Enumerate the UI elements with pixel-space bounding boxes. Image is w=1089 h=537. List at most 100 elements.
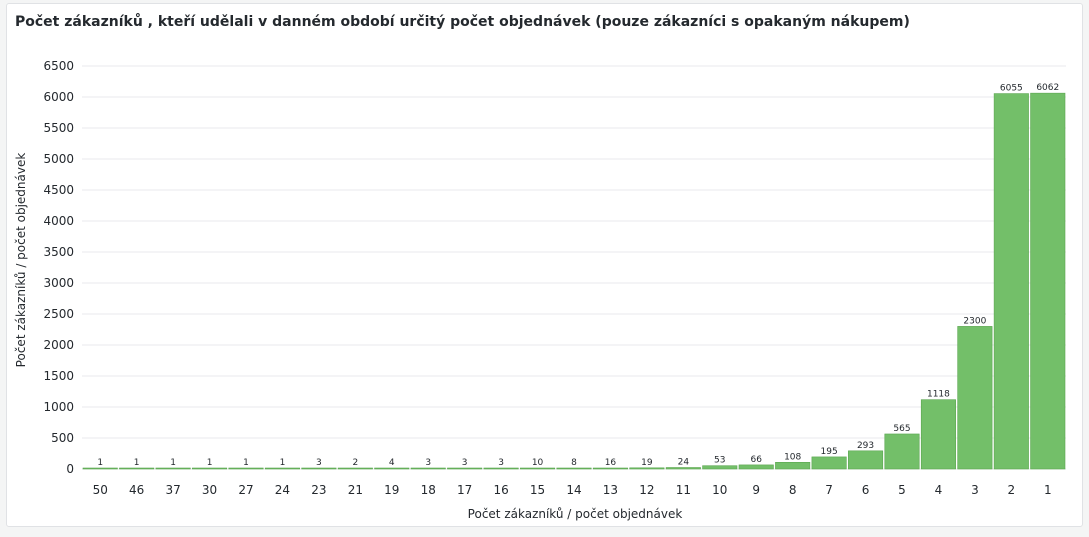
bar[interactable]: [337, 467, 373, 470]
bar-value-label: 4: [389, 458, 395, 468]
y-tick-label: 3000: [43, 276, 74, 290]
bar[interactable]: [192, 467, 228, 470]
x-tick-label: 19: [384, 483, 399, 497]
x-tick-label: 50: [93, 483, 108, 497]
x-tick-label: 8: [789, 483, 797, 497]
x-tick-label: 3: [971, 483, 979, 497]
x-axis-ticks: 50 46 37 30 27 24 23 21 19 18 17 16 15 14 13 12 11 10 9 8 7 6…: [93, 483, 1052, 497]
bar[interactable]: [811, 456, 847, 470]
bar[interactable]: [629, 467, 665, 470]
bar-value-label: 1: [97, 458, 103, 468]
bar[interactable]: [993, 93, 1029, 470]
bar[interactable]: [447, 467, 483, 470]
y-tick-label: 4500: [43, 183, 74, 197]
bar[interactable]: [301, 467, 337, 470]
y-tick-label: 500: [51, 431, 74, 445]
x-tick-label: 13: [603, 483, 618, 497]
bar[interactable]: [665, 467, 701, 470]
bar[interactable]: [957, 326, 993, 470]
x-tick-label: 15: [530, 483, 545, 497]
bar-value-label: 53: [714, 456, 725, 466]
y-tick-label: 1500: [43, 369, 74, 383]
bar[interactable]: [155, 467, 191, 470]
bar-value-label: 1: [134, 458, 140, 468]
bar[interactable]: [738, 464, 774, 470]
bar-value-label: 10: [532, 458, 544, 468]
bar[interactable]: [1030, 92, 1066, 470]
y-axis-ticks: 0 500 1000 1500 2000 2500 3000 3500 4000 4500 5000…: [43, 59, 74, 476]
bar[interactable]: [82, 467, 118, 470]
bar-value-label: 1118: [927, 390, 950, 400]
x-tick-label: 11: [676, 483, 691, 497]
y-tick-label: 3500: [43, 245, 74, 259]
x-tick-label: 18: [421, 483, 436, 497]
x-tick-label: 21: [348, 483, 363, 497]
y-tick-label: 4000: [43, 214, 74, 228]
x-tick-label: 37: [165, 483, 180, 497]
data-labels: 1 1 1 1 1 1 3 2 4 3 3 3 10 8 16 19 24 53 66 108195293565111…: [97, 83, 1059, 468]
x-tick-label: 23: [311, 483, 326, 497]
bar[interactable]: [920, 399, 956, 470]
x-tick-label: 7: [825, 483, 833, 497]
y-tick-label: 2000: [43, 338, 74, 352]
bar-value-label: 1: [280, 458, 286, 468]
bar[interactable]: [119, 467, 155, 470]
x-tick-label: 1: [1044, 483, 1052, 497]
bar-value-label: 1: [243, 458, 249, 468]
y-axis-label: Počet zákazníků / počet objednávek: [14, 153, 28, 368]
bar-value-label: 108: [784, 452, 801, 462]
bars[interactable]: [82, 92, 1066, 470]
x-tick-label: 27: [238, 483, 253, 497]
x-tick-label: 12: [639, 483, 654, 497]
bar-value-label: 1: [207, 458, 213, 468]
x-tick-label: 10: [712, 483, 727, 497]
y-tick-label: 6500: [43, 59, 74, 73]
bar[interactable]: [848, 450, 884, 470]
x-tick-label: 6: [862, 483, 870, 497]
bar-value-label: 3: [425, 458, 431, 468]
bar[interactable]: [264, 467, 300, 470]
bar[interactable]: [775, 462, 811, 470]
bar[interactable]: [228, 467, 264, 470]
chart-panel: Počet zákazníků , kteří udělali v danném…: [6, 3, 1083, 527]
bar[interactable]: [374, 467, 410, 470]
bar-value-label: 6055: [1000, 84, 1023, 94]
bar-value-label: 1: [170, 458, 176, 468]
bar[interactable]: [410, 467, 446, 470]
bar[interactable]: [884, 433, 920, 470]
bar-value-label: 195: [821, 447, 838, 457]
x-axis-label: Počet zákazníků / počet objednávek: [468, 507, 683, 521]
x-tick-label: 5: [898, 483, 906, 497]
bar-value-label: 565: [893, 424, 910, 434]
bar-value-label: 293: [857, 441, 874, 451]
x-tick-label: 46: [129, 483, 144, 497]
x-tick-label: 4: [935, 483, 943, 497]
bar-value-label: 3: [316, 458, 322, 468]
x-tick-label: 30: [202, 483, 217, 497]
bar-value-label: 19: [641, 458, 653, 468]
panel-title: Počet zákazníků , kteří udělali v danném…: [15, 14, 910, 30]
bar-value-label: 66: [750, 455, 762, 465]
bar[interactable]: [702, 465, 738, 470]
y-tick-label: 2500: [43, 307, 74, 321]
y-tick-label: 1000: [43, 400, 74, 414]
bar-value-label: 2: [352, 458, 358, 468]
bar-value-label: 16: [605, 458, 617, 468]
bar[interactable]: [520, 467, 556, 470]
bar-value-label: 8: [571, 458, 577, 468]
x-tick-label: 17: [457, 483, 472, 497]
bar-value-label: 6062: [1036, 83, 1059, 93]
x-tick-label: 9: [752, 483, 760, 497]
bar[interactable]: [592, 467, 628, 470]
y-tick-label: 6000: [43, 90, 74, 104]
bar-value-label: 2300: [963, 316, 986, 326]
x-tick-label: 24: [275, 483, 290, 497]
bar[interactable]: [483, 467, 519, 470]
bar[interactable]: [556, 467, 592, 470]
bar-value-label: 3: [462, 458, 468, 468]
grid-lines: [82, 65, 1066, 470]
bar-value-label: 3: [498, 458, 504, 468]
bar-value-label: 24: [678, 458, 690, 468]
x-tick-label: 16: [493, 483, 508, 497]
